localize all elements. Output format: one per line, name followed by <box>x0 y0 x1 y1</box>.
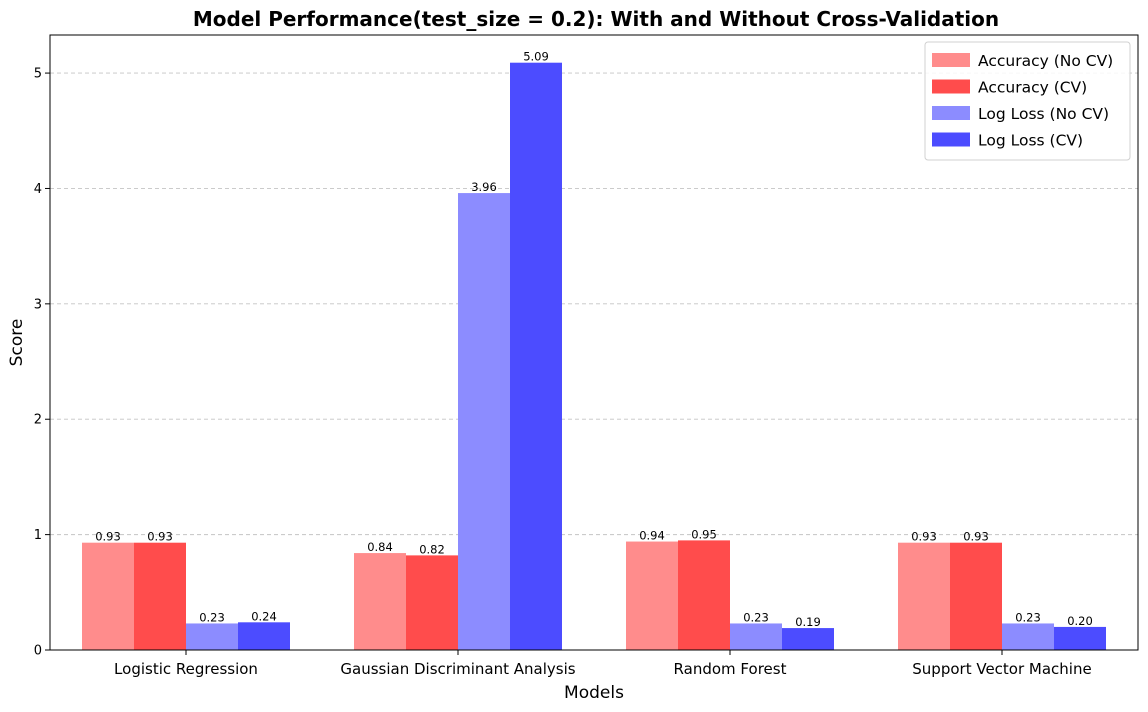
y-axis-label: Score <box>7 319 27 367</box>
bar <box>458 193 510 651</box>
y-tick-label: 2 <box>34 413 42 428</box>
legend-swatch <box>932 106 970 120</box>
bar-value-label: 0.19 <box>795 615 821 629</box>
y-tick-label: 5 <box>34 67 42 82</box>
bar <box>950 542 1002 650</box>
x-tick-label: Random Forest <box>674 660 787 678</box>
bar-value-label: 0.94 <box>639 529 665 543</box>
bar <box>678 540 730 650</box>
bar-value-label: 0.23 <box>199 610 225 624</box>
bar-value-label: 5.09 <box>523 50 549 64</box>
legend-label: Log Loss (No CV) <box>978 105 1109 123</box>
bar-value-label: 0.24 <box>251 609 277 623</box>
bar <box>730 623 782 650</box>
y-tick-label: 4 <box>34 182 42 197</box>
bar <box>238 622 290 650</box>
bar-value-labels: 0.93 0.93 0.23 0.24 0.84 0.82 3.96 5.09 0.94 0.95… <box>95 50 1093 629</box>
bar <box>510 62 562 650</box>
legend-swatch <box>932 79 970 94</box>
legend-swatch <box>932 53 970 67</box>
bar <box>406 555 458 650</box>
bar <box>134 542 186 650</box>
bar-value-label: 0.84 <box>367 540 393 554</box>
chart-title: Model Performance(test_size = 0.2): With… <box>193 7 999 31</box>
y-tick-label: 1 <box>34 528 42 543</box>
legend: Accuracy (No CV) Accuracy (CV) Log Loss (N… <box>924 41 1131 161</box>
bar <box>626 541 678 650</box>
legend-swatch <box>932 132 970 147</box>
bar-value-label: 0.93 <box>963 530 989 544</box>
bar <box>898 542 950 650</box>
bar <box>782 628 834 650</box>
bar-value-label: 0.95 <box>691 527 717 541</box>
bar-value-label: 0.93 <box>147 530 173 544</box>
bar <box>1002 623 1054 650</box>
y-tick-label: 0 <box>34 644 42 659</box>
legend-label: Log Loss (CV) <box>978 132 1083 150</box>
x-axis-label: Models <box>564 683 624 703</box>
y-axis-ticks: 0 1 2 3 4 5 <box>34 67 50 659</box>
bar-value-label: 3.96 <box>471 180 497 194</box>
bar <box>1054 626 1106 650</box>
x-tick-label: Support Vector Machine <box>912 660 1091 678</box>
bar-value-label: 0.23 <box>1015 610 1041 624</box>
bar-value-label: 0.20 <box>1067 614 1093 628</box>
x-tick-label: Logistic Regression <box>114 660 258 678</box>
bar-value-label: 0.23 <box>743 610 769 624</box>
bar <box>354 553 406 650</box>
plot-frame <box>49 34 1139 651</box>
legend-label: Accuracy (CV) <box>978 79 1087 97</box>
bar <box>186 623 238 650</box>
bar <box>82 542 134 650</box>
bar-value-label: 0.93 <box>911 530 937 544</box>
bars <box>82 62 1106 651</box>
legend-label: Accuracy (No CV) <box>978 52 1113 70</box>
y-tick-label: 3 <box>34 297 42 312</box>
bar-value-label: 0.93 <box>95 530 121 544</box>
x-tick-label: Gaussian Discriminant Analysis <box>340 660 575 678</box>
x-axis-ticks: Logistic Regression Gaussian Discriminant… <box>114 650 1092 678</box>
legend-box <box>924 41 1131 161</box>
bar-value-label: 0.82 <box>419 542 445 556</box>
